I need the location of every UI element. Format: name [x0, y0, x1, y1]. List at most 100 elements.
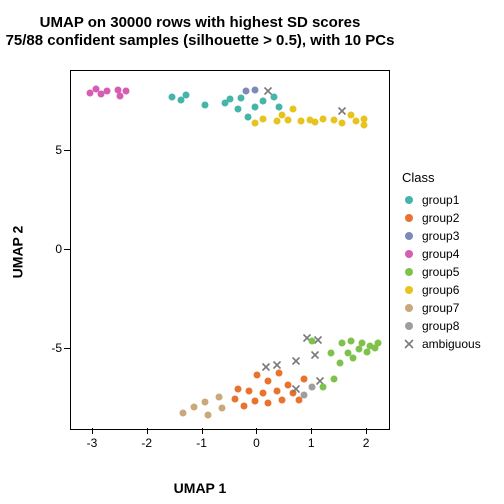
data-point: [350, 355, 357, 362]
legend-label: group6: [422, 283, 459, 297]
dot-icon: [251, 398, 258, 405]
x-tick: [202, 428, 203, 434]
data-point: [240, 403, 247, 410]
data-point: [336, 360, 343, 367]
legend-item-group2: group2: [402, 209, 481, 227]
dot-icon: [284, 116, 291, 123]
data-point: [361, 121, 368, 128]
dot-icon: [309, 338, 316, 345]
data-point: [183, 91, 190, 98]
data-point: [244, 113, 251, 120]
dot-icon: [251, 119, 258, 126]
legend-title: Class: [402, 170, 481, 185]
x-tick-label: -2: [141, 436, 152, 450]
dot-icon: [251, 86, 258, 93]
dot-icon: [311, 118, 318, 125]
dot-icon: [301, 376, 308, 383]
dot-icon: [237, 94, 244, 101]
data-point: [355, 346, 362, 353]
data-point: [251, 86, 258, 93]
dot-icon: [358, 340, 365, 347]
data-point: [273, 388, 280, 395]
data-point: [272, 361, 281, 370]
dot-icon: [246, 388, 253, 395]
data-point: [264, 86, 273, 95]
legend-swatch: [402, 211, 416, 225]
x-tick: [311, 428, 312, 434]
dot-icon: [279, 397, 286, 404]
data-point: [218, 405, 225, 412]
dot-icon: [254, 372, 261, 379]
dot-icon: [243, 87, 250, 94]
dot-icon: [290, 105, 297, 112]
legend-item-group3: group3: [402, 227, 481, 245]
data-point: [310, 351, 319, 360]
dot-icon: [232, 396, 239, 403]
x-icon: [264, 86, 273, 95]
x-tick-label: 0: [253, 436, 260, 450]
x-axis-label: UMAP 1: [0, 480, 400, 496]
dot-icon: [259, 115, 266, 122]
dot-icon: [405, 268, 413, 276]
legend-swatch: [402, 337, 416, 351]
x-tick: [256, 428, 257, 434]
dot-icon: [298, 117, 305, 124]
dot-icon: [355, 346, 362, 353]
legend-item-group1: group1: [402, 191, 481, 209]
x-tick-label: -1: [196, 436, 207, 450]
data-point: [284, 116, 291, 123]
data-point: [235, 386, 242, 393]
dot-icon: [202, 101, 209, 108]
legend-label: group2: [422, 211, 459, 225]
data-point: [375, 340, 382, 347]
legend: Class group1group2group3group4group5grou…: [402, 170, 481, 353]
legend-label: group8: [422, 319, 459, 333]
x-icon: [404, 339, 414, 349]
legend-swatch: [402, 229, 416, 243]
data-point: [353, 117, 360, 124]
data-point: [235, 105, 242, 112]
x-tick: [147, 428, 148, 434]
data-point: [202, 101, 209, 108]
data-point: [320, 384, 327, 391]
dot-icon: [347, 338, 354, 345]
legend-label: group3: [422, 229, 459, 243]
dot-icon: [320, 384, 327, 391]
dot-icon: [375, 340, 382, 347]
dot-icon: [309, 384, 316, 391]
dot-icon: [350, 355, 357, 362]
data-point: [298, 117, 305, 124]
dot-icon: [122, 87, 129, 94]
x-tick-label: 1: [308, 436, 315, 450]
data-point: [103, 87, 110, 94]
dot-icon: [328, 350, 335, 357]
legend-swatch: [402, 301, 416, 315]
y-tick-label: 5: [55, 143, 62, 157]
data-point: [331, 116, 338, 123]
data-point: [180, 410, 187, 417]
dot-icon: [331, 116, 338, 123]
data-point: [284, 382, 291, 389]
y-tick: [64, 249, 70, 250]
data-point: [265, 400, 272, 407]
data-point: [273, 117, 280, 124]
dot-icon: [218, 405, 225, 412]
data-point: [358, 340, 365, 347]
dot-icon: [235, 386, 242, 393]
dot-icon: [202, 399, 209, 406]
data-point: [254, 372, 261, 379]
dot-icon: [273, 388, 280, 395]
data-point: [243, 87, 250, 94]
dot-icon: [216, 394, 223, 401]
data-point: [259, 390, 266, 397]
legend-item-group7: group7: [402, 299, 481, 317]
dot-icon: [339, 119, 346, 126]
legend-item-group8: group8: [402, 317, 481, 335]
dot-icon: [227, 95, 234, 102]
data-point: [311, 118, 318, 125]
dot-icon: [405, 286, 413, 294]
dot-icon: [405, 304, 413, 312]
dot-icon: [265, 400, 272, 407]
dot-icon: [405, 214, 413, 222]
dot-icon: [331, 376, 338, 383]
